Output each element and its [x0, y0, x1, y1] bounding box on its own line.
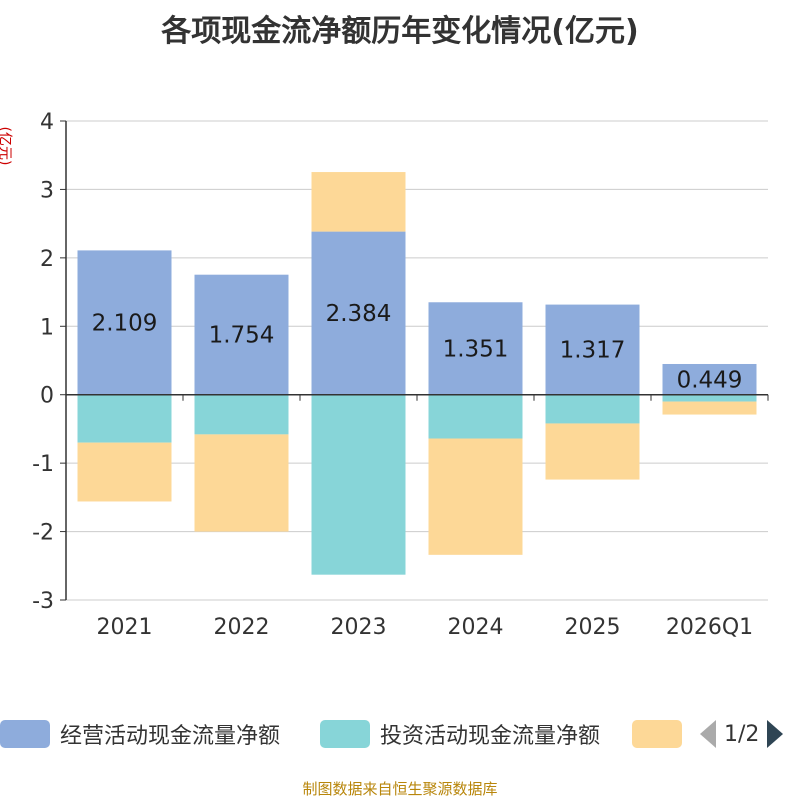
x-tick-label: 2026Q1	[666, 615, 753, 640]
x-tick-label: 2021	[97, 615, 153, 640]
x-tick-label: 2024	[448, 615, 504, 640]
legend: 经营活动现金流量净额 投资活动现金流量净额 1/2	[0, 716, 800, 754]
bar-financing	[545, 423, 640, 480]
bar-investing	[194, 394, 289, 435]
data-label-operating: 1.317	[560, 338, 626, 364]
bars	[77, 172, 757, 575]
bar-investing	[662, 394, 757, 402]
legend-label-operating: 经营活动现金流量净额	[60, 724, 281, 749]
bar-financing	[662, 401, 757, 415]
legend-item-operating[interactable]: 经营活动现金流量净额	[0, 716, 280, 752]
bar-operating	[428, 302, 523, 395]
legend-pager: 1/2	[700, 716, 784, 752]
x-tick-label: 2025	[565, 615, 621, 640]
bar-operating	[77, 250, 172, 395]
data-source-note: 制图数据来自恒生聚源数据库	[302, 780, 498, 798]
x-tick-label: 2023	[331, 615, 387, 640]
y-tick-label: 0	[40, 384, 54, 409]
y-tick-label: -2	[32, 521, 54, 546]
bar-investing	[311, 394, 406, 575]
legend-page-indicator: 1/2	[724, 721, 760, 747]
legend-swatch-investing	[320, 720, 370, 748]
bar-operating	[311, 231, 406, 395]
data-labels: 2.109 1.754 2.384 1.351 1.317 0.449	[92, 301, 743, 393]
data-label-operating: 2.109	[92, 311, 158, 337]
legend-item-financing[interactable]	[632, 716, 682, 752]
y-tick-label: 4	[40, 110, 54, 135]
y-tick-label: 3	[40, 178, 54, 203]
legend-next-page-icon[interactable]	[767, 720, 784, 748]
x-tick-label: 2022	[214, 615, 270, 640]
legend-label-investing: 投资活动现金流量净额	[380, 724, 601, 749]
y-tick-label: 1	[40, 315, 54, 340]
data-label-operating: 0.449	[677, 367, 743, 393]
bar-operating	[194, 274, 289, 395]
bar-financing	[428, 438, 523, 555]
data-label-operating: 2.384	[326, 301, 392, 327]
bar-operating	[662, 363, 757, 395]
bar-investing	[77, 394, 172, 443]
bar-financing	[311, 172, 406, 232]
y-tick-label: -1	[32, 452, 54, 477]
bar-investing	[428, 394, 523, 439]
data-label-operating: 1.351	[443, 336, 509, 362]
axes: 4 3 2 1 0 -1 -2 -3 2021 2022 2023 2024 2025 2026Q1	[32, 110, 769, 640]
bar-chart: 4 3 2 1 0 -1 -2 -3 2021 2022 2023 2024 2025 2026Q1 2.…	[32, 110, 769, 640]
legend-prev-page-icon[interactable]	[700, 720, 716, 748]
bar-investing	[545, 394, 640, 424]
bar-operating	[545, 304, 640, 395]
y-tick-label: -3	[32, 589, 54, 614]
legend-swatch-financing	[632, 720, 682, 748]
grid-lines	[66, 120, 768, 601]
bar-financing	[77, 442, 172, 502]
y-tick-label: 2	[40, 247, 54, 272]
legend-item-investing[interactable]: 投资活动现金流量净额	[320, 716, 600, 752]
legend-swatch-operating	[0, 720, 50, 748]
bar-financing	[194, 434, 289, 532]
data-label-operating: 1.754	[209, 323, 275, 349]
chart-title: 各项现金流净额历年变化情况(亿元)	[161, 14, 639, 49]
